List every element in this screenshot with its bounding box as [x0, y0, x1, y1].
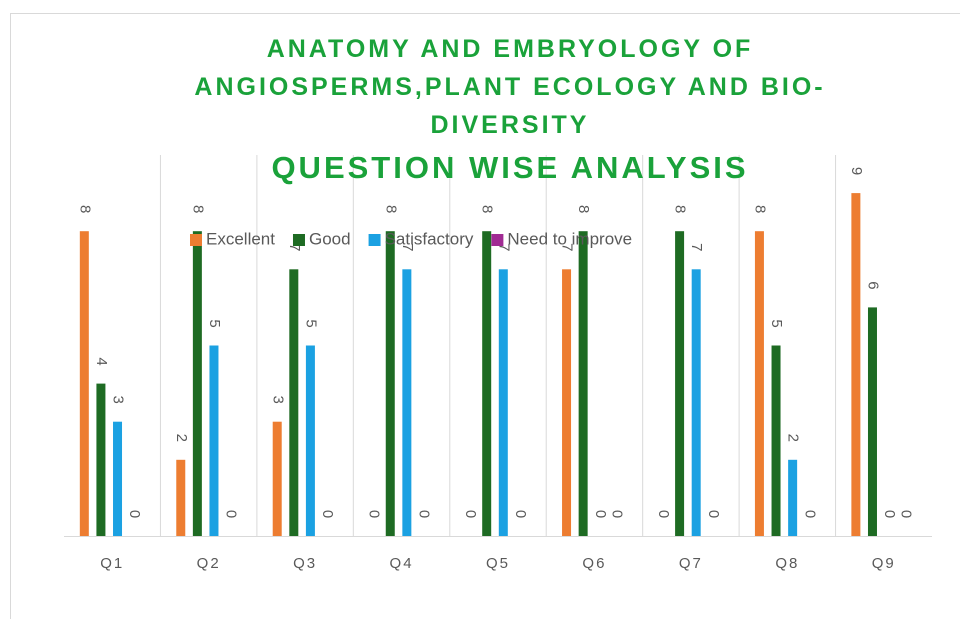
bar	[578, 231, 588, 536]
bar	[305, 345, 315, 536]
bar	[113, 421, 123, 536]
data-label: 0	[512, 510, 529, 518]
bar	[402, 269, 412, 536]
bar	[771, 345, 781, 536]
x-tick-label: Q3	[293, 555, 317, 572]
data-label: 9	[848, 167, 865, 175]
data-label: 8	[189, 205, 206, 213]
legend-label: Satisfactory	[385, 229, 474, 248]
data-label: 0	[705, 510, 722, 518]
legend-label: Need to improve	[507, 229, 632, 248]
legend-swatch	[491, 234, 504, 246]
x-tick-label: Q6	[582, 555, 606, 572]
data-label: 7	[495, 243, 512, 251]
legend-swatch	[292, 234, 305, 246]
data-label: 7	[399, 243, 416, 251]
data-label: 0	[126, 510, 143, 518]
data-label: 0	[319, 510, 336, 518]
x-tick-label: Q9	[872, 555, 896, 572]
data-label: 3	[269, 396, 286, 404]
bar	[482, 231, 492, 536]
bar	[209, 345, 219, 536]
data-label: 0	[801, 510, 818, 518]
data-label: 8	[751, 205, 768, 213]
data-label: 3	[110, 396, 127, 404]
data-label: 0	[366, 510, 383, 518]
data-label: 7	[559, 243, 576, 251]
data-label: 7	[286, 243, 303, 251]
bar	[562, 269, 572, 536]
data-label: 0	[608, 510, 625, 518]
bar	[675, 231, 685, 536]
bar	[176, 459, 186, 536]
legend-swatch	[190, 234, 202, 246]
legend-label: Good	[309, 229, 351, 248]
x-tick-label: Q4	[390, 555, 414, 572]
data-label: 8	[76, 205, 93, 213]
data-label: 0	[898, 510, 915, 518]
x-tick-label: Q2	[197, 555, 221, 572]
data-label: 8	[382, 205, 399, 213]
bar	[272, 421, 282, 536]
data-label: 8	[672, 205, 689, 213]
bar	[79, 231, 89, 536]
legend-label: Excellent	[206, 229, 275, 248]
data-label: 8	[479, 205, 496, 213]
bar	[96, 383, 106, 536]
bar	[289, 269, 299, 536]
data-label: 0	[415, 510, 432, 518]
data-label: 7	[688, 243, 705, 251]
data-label: 5	[302, 319, 319, 327]
data-label: 4	[93, 357, 110, 365]
data-label: 5	[206, 319, 223, 327]
data-label: 8	[575, 205, 592, 213]
x-tick-label: Q7	[679, 555, 703, 572]
data-label: 0	[881, 510, 898, 518]
data-label: 5	[768, 319, 785, 327]
x-tick-label: Q1	[100, 555, 124, 572]
data-label: 0	[592, 510, 609, 518]
data-label: 0	[223, 510, 240, 518]
data-label: 6	[865, 281, 882, 289]
bar	[498, 269, 508, 536]
data-label: 0	[655, 510, 672, 518]
data-label: 2	[173, 434, 190, 442]
bar	[788, 459, 798, 536]
bar	[192, 231, 202, 536]
data-label: 2	[785, 434, 802, 442]
bar	[754, 231, 764, 536]
bar	[385, 231, 395, 536]
chart-title: ANATOMY AND EMBRYOLOGY OF ANGIOSPERMS,PL…	[194, 35, 826, 139]
x-tick-label: Q8	[775, 555, 799, 572]
bar	[867, 307, 877, 536]
bar	[851, 193, 861, 536]
bar	[691, 269, 701, 536]
legend-swatch	[368, 234, 381, 246]
chart-subtitle: QUESTION WISE ANALYSIS	[271, 150, 749, 185]
x-tick-label: Q5	[486, 555, 510, 572]
data-label: 0	[462, 510, 479, 518]
